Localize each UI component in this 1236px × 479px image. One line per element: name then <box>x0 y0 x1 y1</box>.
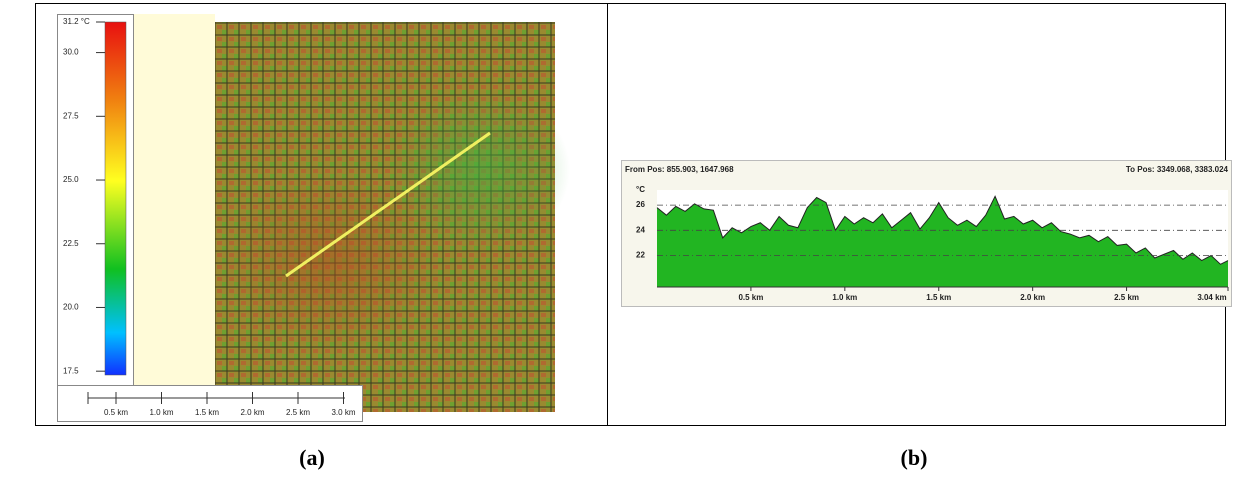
x-tick-label: 3.04 km <box>1197 293 1226 302</box>
scale-label: 2.0 km <box>240 408 264 417</box>
scale-label: 1.5 km <box>195 408 219 417</box>
scale-label: 0.5 km <box>104 408 128 417</box>
x-tick-label: 2.5 km <box>1114 293 1139 302</box>
y-tick-label: 22 <box>636 251 645 260</box>
from-position: From Pos: 855.903, 1647.968 <box>625 165 734 174</box>
warm-area <box>220 170 440 350</box>
scale-label: 1.0 km <box>149 408 173 417</box>
x-tick-label: 0.5 km <box>738 293 763 302</box>
colorbar-tick-label: 22.5 <box>63 239 79 248</box>
x-tick-label: 1.0 km <box>832 293 857 302</box>
panel-label: (a) <box>299 445 325 470</box>
colorbar-max-label: 31.2 °C <box>63 17 90 26</box>
colorbar-tick-label: 30.0 <box>63 48 79 57</box>
panel-label: (b) <box>901 445 928 470</box>
y-tick-label: 24 <box>636 225 645 234</box>
to-position: To Pos: 3349.068, 3383.024 <box>1126 165 1229 174</box>
colorbar-tick-label: 27.5 <box>63 111 79 120</box>
figure: 31.2 °C 17.5 20.0 22.5 25.0 27.5 30.0 0.5 km 1.0… <box>0 0 1236 474</box>
y-unit: °C <box>636 185 645 194</box>
x-tick-label: 2.0 km <box>1020 293 1045 302</box>
y-tick-label: 26 <box>636 200 645 209</box>
map-background <box>134 14 215 412</box>
scale-label: 2.5 km <box>286 408 310 417</box>
scale-label: 3.0 km <box>331 408 355 417</box>
x-tick-label: 1.5 km <box>926 293 951 302</box>
colorbar-tick-label: 25.0 <box>63 175 79 184</box>
colorbar-tick-label: 20.0 <box>63 303 79 312</box>
colorbar-tick-label: 17.5 <box>63 366 79 375</box>
color-ramp <box>105 22 126 375</box>
